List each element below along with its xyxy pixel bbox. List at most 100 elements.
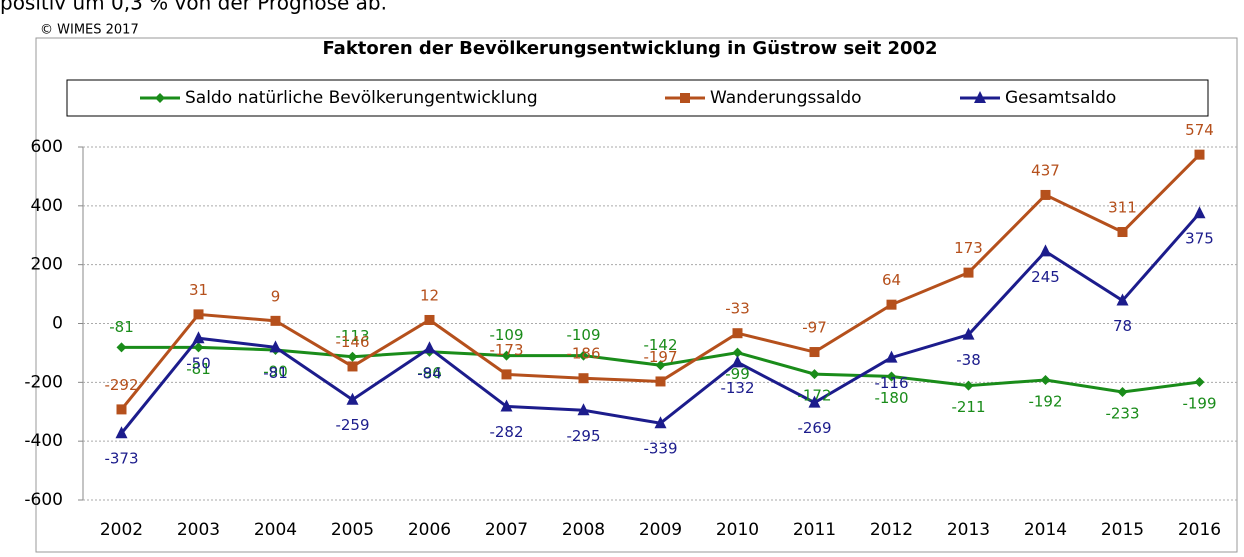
marker xyxy=(655,360,666,371)
data-label: -81 xyxy=(263,364,288,382)
data-label: -38 xyxy=(956,351,981,369)
marker xyxy=(655,376,666,387)
data-label: -97 xyxy=(802,319,827,337)
y-tick-label: -200 xyxy=(24,372,63,392)
y-tick-label: 400 xyxy=(31,196,63,216)
x-tick-label: 2007 xyxy=(485,520,528,540)
x-tick-label: 2004 xyxy=(254,520,297,540)
marker xyxy=(193,309,204,320)
marker xyxy=(1194,149,1205,160)
marker xyxy=(809,347,820,358)
marker xyxy=(680,93,690,103)
x-tick-label: 2011 xyxy=(793,520,836,540)
chart-border xyxy=(35,37,1238,553)
legend-label: Gesamtsaldo xyxy=(1005,88,1116,108)
data-label: 437 xyxy=(1031,161,1060,179)
marker xyxy=(424,314,435,325)
data-label: -50 xyxy=(186,355,211,373)
x-tick-label: 2002 xyxy=(100,520,143,540)
data-label: -109 xyxy=(566,326,600,344)
x-tick-label: 2006 xyxy=(408,520,451,540)
marker xyxy=(1040,189,1051,200)
marker xyxy=(654,416,667,429)
marker xyxy=(115,426,128,439)
data-label: -173 xyxy=(489,341,523,359)
marker xyxy=(577,403,590,416)
marker xyxy=(1117,387,1128,398)
data-label: -172 xyxy=(797,387,831,405)
marker xyxy=(423,341,436,354)
data-label: 12 xyxy=(420,286,439,304)
marker xyxy=(1193,206,1206,219)
marker xyxy=(347,351,358,362)
data-label: -180 xyxy=(874,389,908,407)
marker xyxy=(347,361,358,372)
data-label: 375 xyxy=(1185,230,1214,248)
marker xyxy=(808,395,821,408)
data-label: 9 xyxy=(271,287,281,305)
legend-label: Saldo natürliche Bevölkerungentwicklung xyxy=(185,88,538,108)
marker xyxy=(500,399,513,412)
data-label: -116 xyxy=(874,374,908,392)
marker xyxy=(963,380,974,391)
data-label: -90 xyxy=(263,362,288,380)
marker xyxy=(974,91,986,103)
data-label: -282 xyxy=(489,423,523,441)
x-tick-label: 2015 xyxy=(1101,520,1144,540)
marker xyxy=(578,373,589,384)
data-label: 78 xyxy=(1113,317,1132,335)
data-label: -339 xyxy=(643,440,677,458)
x-tick-label: 2013 xyxy=(947,520,990,540)
marker xyxy=(809,369,820,380)
marker xyxy=(155,93,165,103)
y-tick-label: -600 xyxy=(24,490,63,510)
x-tick-label: 2016 xyxy=(1178,520,1221,540)
data-label: -233 xyxy=(1105,405,1139,423)
marker xyxy=(963,267,974,278)
header-text: positiv um 0,3 % von der Prognose ab. xyxy=(0,0,387,15)
x-tick-label: 2012 xyxy=(870,520,913,540)
marker xyxy=(732,347,743,358)
chart-title: Faktoren der Bevölkerungsentwicklung in … xyxy=(322,38,937,59)
data-label: -186 xyxy=(566,345,600,363)
legend-label: Wanderungssaldo xyxy=(710,88,862,108)
y-tick-label: 0 xyxy=(52,314,63,334)
data-label: -146 xyxy=(335,333,369,351)
marker xyxy=(270,315,281,326)
marker xyxy=(731,355,744,368)
x-tick-label: 2014 xyxy=(1024,520,1067,540)
data-label: -211 xyxy=(951,398,985,416)
marker xyxy=(116,404,127,415)
data-label: 31 xyxy=(189,281,208,299)
x-tick-label: 2008 xyxy=(562,520,605,540)
data-label: -113 xyxy=(335,327,369,345)
data-label: -81 xyxy=(109,318,134,336)
data-label: 64 xyxy=(882,271,901,289)
data-label: 574 xyxy=(1185,121,1214,139)
data-label: -84 xyxy=(417,365,442,383)
data-label: -292 xyxy=(104,376,138,394)
data-label: -132 xyxy=(720,379,754,397)
data-label: -269 xyxy=(797,419,831,437)
marker xyxy=(116,342,127,353)
marker xyxy=(886,371,897,382)
marker xyxy=(193,342,204,353)
data-label: 173 xyxy=(954,239,983,257)
data-label: -373 xyxy=(104,450,138,468)
x-tick-label: 2005 xyxy=(331,520,374,540)
marker xyxy=(192,331,205,344)
marker xyxy=(501,350,512,361)
marker xyxy=(269,340,282,353)
marker xyxy=(962,327,975,340)
data-label: -192 xyxy=(1028,392,1062,410)
marker xyxy=(732,328,743,339)
data-label: -295 xyxy=(566,427,600,445)
data-label: -197 xyxy=(643,348,677,366)
y-tick-label: 200 xyxy=(31,255,63,275)
marker xyxy=(501,369,512,380)
marker xyxy=(1040,374,1051,385)
marker xyxy=(578,350,589,361)
data-label: -33 xyxy=(725,300,750,318)
marker xyxy=(1194,377,1205,388)
